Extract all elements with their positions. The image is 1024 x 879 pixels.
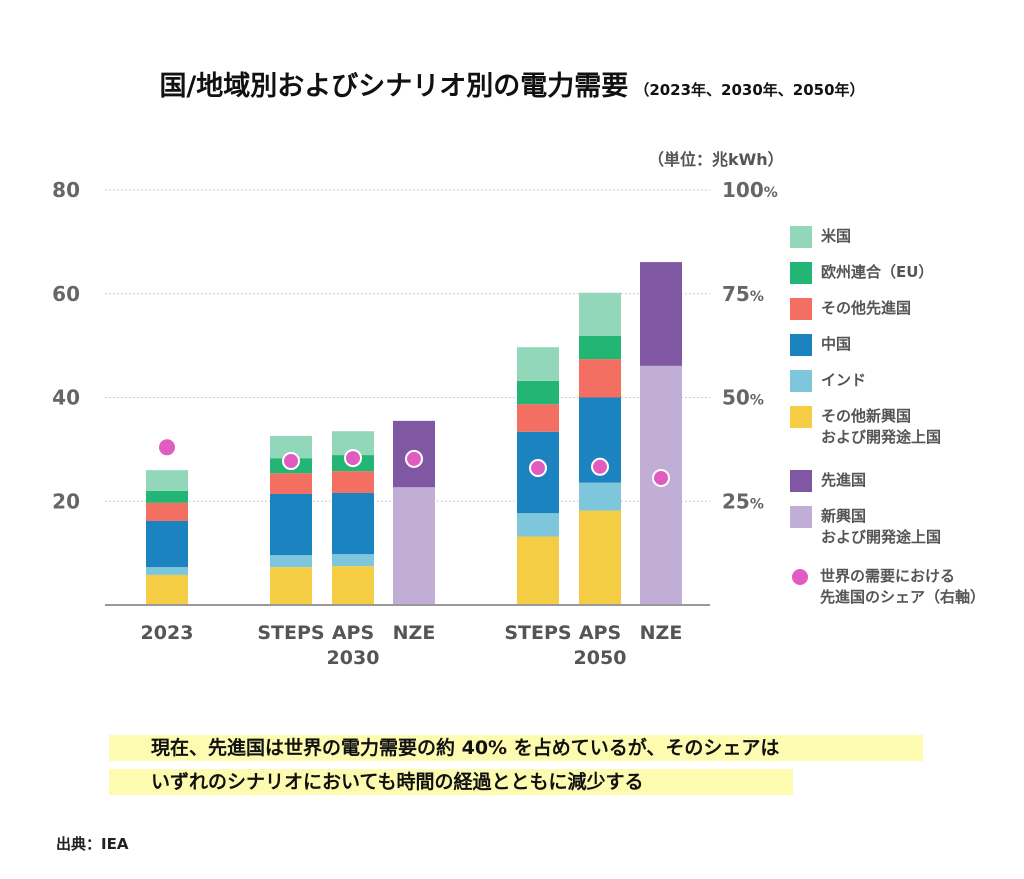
bar-segment <box>332 431 374 456</box>
legend-item: その他先進国 <box>790 298 911 320</box>
legend-label: その他先進国 <box>821 299 912 317</box>
share-point <box>529 459 547 478</box>
legend-item-share: 世界の需要における 先進国のシェア（右軸） <box>790 566 985 608</box>
legend-item: インド <box>790 370 866 392</box>
legend-swatch <box>790 370 812 392</box>
bar-segment <box>146 574 188 605</box>
unit-label: （単位：兆kWh） <box>648 150 784 169</box>
legend-label: 米国 <box>821 227 852 245</box>
bar-segment <box>270 493 312 556</box>
bar-segment <box>270 567 312 605</box>
x-group-label: 2030 <box>327 647 380 669</box>
legend-item: 先進国 <box>790 470 866 492</box>
chart-subtitle: （2023年、2030年、2050年） <box>634 81 865 99</box>
bar-segment <box>270 555 312 568</box>
legend-item: 米国 <box>790 226 851 248</box>
bar-segment <box>393 487 435 605</box>
legend-label: インド <box>821 371 867 389</box>
bar-segment <box>146 470 188 491</box>
bar-segment <box>146 567 188 575</box>
x-tick-label: STEPS <box>257 622 324 644</box>
highlight-line-1: 現在、先進国は世界の電力需要の約 40% を占めているが、そのシェアは <box>109 735 923 761</box>
bar-segment <box>579 510 621 605</box>
share-point <box>344 449 362 468</box>
legend-label: 世界の需要における 先進国のシェア（右軸） <box>820 567 986 606</box>
share-point <box>405 449 423 468</box>
y2-tick-label: 25% <box>722 489 764 513</box>
legend-item: 中国 <box>790 334 851 356</box>
legend-label: 中国 <box>821 335 852 353</box>
title-text: 国/地域別およびシナリオ別の電力需要 <box>159 71 629 102</box>
bar-segment <box>517 380 559 405</box>
bar-segment <box>270 473 312 494</box>
bar-segment <box>270 435 312 459</box>
share-point <box>282 451 300 470</box>
legend-swatch <box>790 298 812 320</box>
chart-title: 国/地域別およびシナリオ別の電力需要 （2023年、2030年、2050年） <box>0 64 1024 103</box>
x-tick-label: APS <box>579 622 621 644</box>
legend-label: 先進国 <box>821 471 867 489</box>
share-point <box>591 457 609 476</box>
legend-item: 欧州連合（EU） <box>790 262 933 284</box>
legend-swatch <box>790 506 812 528</box>
bar-segment <box>517 536 559 605</box>
legend-swatch <box>790 470 812 492</box>
bar-segment <box>332 471 374 493</box>
x-tick-label: STEPS <box>504 622 571 644</box>
legend-label: 欧州連合（EU） <box>821 263 934 281</box>
legend-swatch <box>790 334 812 356</box>
legend-dot <box>792 569 808 585</box>
x-tick-label: NZE <box>640 622 683 644</box>
legend-swatch <box>790 406 812 428</box>
highlight-line-2: いずれのシナリオにおいても時間の経過とともに減少する <box>109 769 793 795</box>
bar-segment <box>517 347 559 381</box>
x-group-label: 2050 <box>574 647 627 669</box>
legend-swatch <box>790 226 812 248</box>
x-tick-label: NZE <box>393 622 436 644</box>
bar-segment <box>517 513 559 537</box>
legend-item: その他新興国 および開発途上国 <box>790 406 941 448</box>
bar-segment <box>579 335 621 360</box>
bar-segment <box>332 492 374 555</box>
y2-tick-label: 75% <box>722 282 764 306</box>
legend-label: 新興国 および開発途上国 <box>821 507 942 546</box>
y-tick-label: 20 <box>52 489 80 513</box>
bar-segment <box>640 262 682 366</box>
legend-label: その他新興国 および開発途上国 <box>821 407 942 446</box>
bar-segment <box>332 566 374 605</box>
bar-segment <box>517 404 559 432</box>
y-tick-label: 40 <box>52 386 80 410</box>
source-note: 出典：IEA <box>56 835 129 853</box>
bar-segment <box>579 359 621 398</box>
y2-tick-label: 50% <box>722 386 764 410</box>
bar-segment <box>146 520 188 568</box>
bar-segment <box>146 490 188 503</box>
bar-segment <box>332 554 374 567</box>
bar-segment <box>579 482 621 511</box>
x-tick-label: APS <box>332 622 374 644</box>
y2-tick-label: 100% <box>722 178 778 202</box>
y-tick-label: 80 <box>52 178 80 202</box>
legend-swatch <box>790 262 812 284</box>
y-tick-label: 60 <box>52 282 80 306</box>
share-point <box>159 439 175 456</box>
legend-item: 新興国 および開発途上国 <box>790 506 941 548</box>
share-point <box>652 469 670 488</box>
x-tick-label: 2023 <box>141 622 194 644</box>
bar-segment <box>579 292 621 336</box>
bar-segment <box>146 502 188 521</box>
